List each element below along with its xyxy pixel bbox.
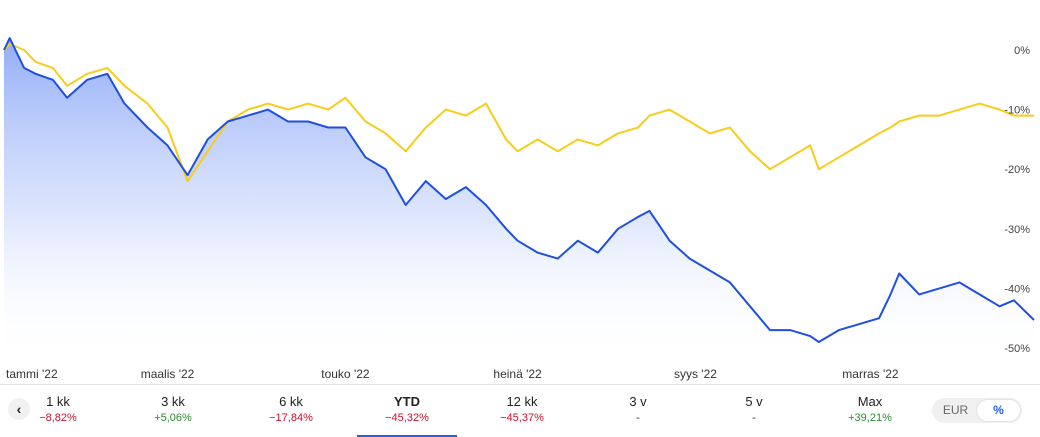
range-3kk[interactable]: 3 kk +5,06%	[123, 385, 223, 437]
range-label: 5 v	[745, 394, 763, 409]
y-axis-ticks: 0% -10% -20% -30% -40% -50%	[1004, 45, 1030, 355]
range-selector: ‹ 1 kk −8,82% 3 kk +5,06% 6 kk −17,84% Y…	[0, 384, 1040, 437]
range-ytd[interactable]: YTD −45,32%	[357, 385, 457, 437]
x-tick-label: marras '22	[842, 367, 899, 381]
range-change: +5,06%	[154, 412, 192, 424]
y-tick-label: -50%	[1004, 343, 1030, 355]
series-line-blue	[3, 37, 1035, 343]
range-5v[interactable]: 5 v -	[704, 385, 804, 437]
range-label: 6 kk	[279, 394, 303, 409]
range-change: -	[752, 412, 756, 424]
line-chart[interactable]: 0% -10% -20% -30% -40% -50% tammi '22 maalis '…	[0, 0, 1040, 384]
range-label: 12 kk	[506, 394, 538, 409]
x-tick-label: heinä '22	[493, 367, 542, 381]
range-change: −45,37%	[500, 412, 544, 424]
range-label: 3 v	[629, 394, 647, 409]
area-layer	[4, 38, 1034, 360]
range-label: YTD	[394, 394, 420, 409]
range-label: 1 kk	[46, 394, 70, 409]
chart-area[interactable]: 0% -10% -20% -30% -40% -50% tammi '22 maalis '…	[0, 0, 1040, 384]
unit-toggle[interactable]: EUR %	[932, 398, 1022, 423]
x-tick-label: maalis '22	[141, 367, 195, 381]
x-tick-label: touko '22	[321, 367, 370, 381]
chevron-left-icon[interactable]: ‹	[8, 398, 30, 420]
series-area-fill	[4, 38, 1034, 360]
range-max[interactable]: Max +39,21%	[820, 385, 920, 437]
y-tick-label: 0%	[1014, 45, 1030, 57]
range-label: Max	[857, 394, 883, 409]
series-line-yellow	[3, 43, 1034, 183]
y-tick-label: -20%	[1004, 164, 1030, 176]
x-axis-ticks: tammi '22 maalis '22 touko '22 heinä '22 syy…	[6, 367, 899, 381]
range-3v[interactable]: 3 v -	[588, 385, 688, 437]
range-change: −8,82%	[39, 412, 77, 424]
toggle-percent[interactable]: %	[977, 400, 1020, 421]
x-tick-label: tammi '22	[6, 367, 58, 381]
y-tick-label: -30%	[1004, 224, 1030, 236]
range-change: −17,84%	[269, 412, 313, 424]
y-tick-label: -40%	[1004, 283, 1030, 295]
y-tick-label: -10%	[1004, 105, 1030, 117]
range-12kk[interactable]: 12 kk −45,37%	[472, 385, 572, 437]
range-change: −45,32%	[385, 412, 429, 424]
range-label: 3 kk	[161, 394, 185, 409]
line-layer	[3, 37, 1035, 343]
x-tick-label: syys '22	[674, 367, 717, 381]
toggle-eur[interactable]: EUR	[942, 403, 969, 417]
range-6kk[interactable]: 6 kk −17,84%	[241, 385, 341, 437]
range-change: -	[636, 412, 640, 424]
range-change: +39,21%	[848, 412, 892, 424]
range-1kk[interactable]: 1 kk −8,82%	[8, 385, 108, 437]
